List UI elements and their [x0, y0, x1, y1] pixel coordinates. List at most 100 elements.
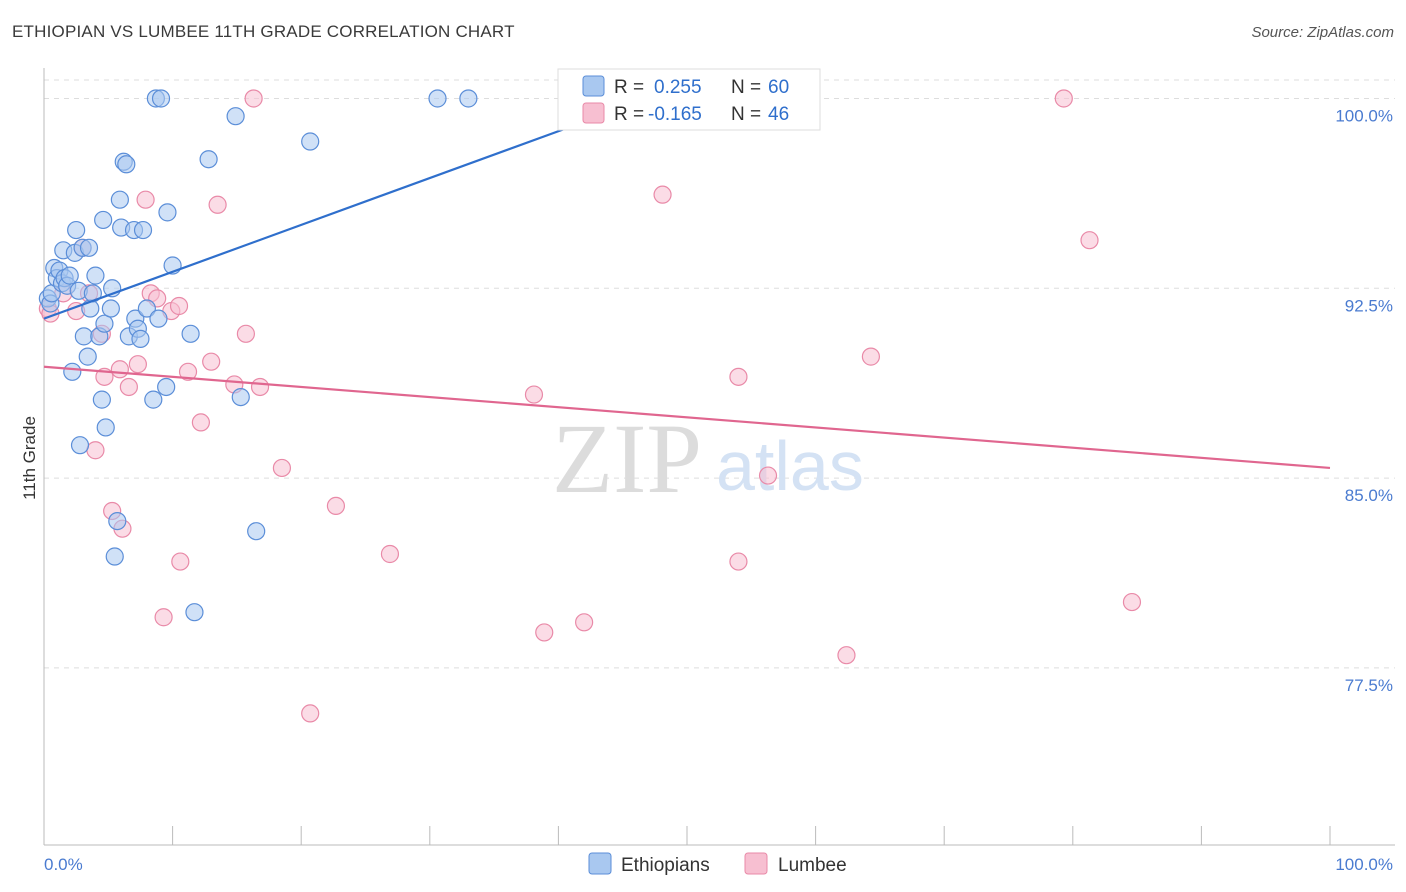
ethiopians-point [185, 603, 204, 622]
ethiopians-trend-line [43, 127, 566, 320]
ethiopians-point [105, 547, 124, 566]
bottom-legend-ethiopians: Ethiopians [621, 855, 710, 876]
lumbee-point [244, 89, 263, 108]
ethiopians-point [95, 314, 114, 333]
bottom-legend-swatch-lumbee [744, 852, 768, 875]
ethiopians-point [70, 436, 90, 455]
ethiopians-point [231, 387, 250, 407]
bottom-legend: Ethiopians Lumbee [588, 852, 847, 876]
ethiopians-point [301, 132, 320, 151]
lumbee-point [653, 185, 672, 204]
lumbee-point [1080, 231, 1099, 250]
lumbee-point [1054, 89, 1073, 108]
lumbee-point [861, 347, 880, 366]
lumbee-point [575, 613, 594, 632]
legend-r-value-ethiopians: 0.255 [654, 77, 702, 98]
axis-layer: 100.0% 92.5% 85.0% 77.5% 0.0% 100.0% [43, 68, 1395, 874]
ethiopians-point [199, 150, 218, 169]
ethiopians-point [63, 362, 82, 381]
watermark-atlas: atlas [716, 427, 864, 505]
grid-layer [44, 79, 1395, 669]
lumbee-point [110, 360, 129, 379]
trend-layer [43, 127, 1331, 470]
lumbee-point [171, 552, 190, 571]
lumbee-point [729, 367, 748, 386]
legend-r-value-lumbee: -0.165 [648, 104, 702, 125]
x-tick-label: 100.0% [1335, 855, 1393, 874]
ethiopians-point [108, 511, 127, 531]
ethiopians-point [151, 89, 171, 108]
y-tick-label: 92.5% [1345, 296, 1393, 315]
legend-n-value-lumbee: 46 [768, 104, 789, 125]
watermark-zip: ZIP [552, 403, 702, 514]
ethiopians-point [110, 190, 129, 209]
lumbee-point [169, 296, 189, 316]
legend: R = 0.255 N = 60 R = -0.165 N = 46 [557, 68, 821, 131]
ethiopians-points [38, 89, 478, 622]
chart-title: ETHIOPIAN VS LUMBEE 11TH GRADE CORRELATI… [12, 22, 515, 41]
lumbee-point [208, 195, 227, 214]
lumbee-point [154, 608, 173, 627]
ethiopians-point [101, 299, 120, 318]
ethiopians-point [157, 377, 176, 397]
y-tick-label: 77.5% [1345, 676, 1393, 695]
ethiopians-point [181, 324, 200, 343]
lumbee-point [729, 552, 748, 571]
lumbee-point [535, 623, 554, 642]
y-axis-title: 11th Grade [20, 416, 39, 500]
watermark: ZIP atlas [552, 403, 864, 514]
x-tick-label: 0.0% [44, 855, 83, 874]
lumbee-point [86, 441, 105, 460]
ethiopians-point [78, 347, 97, 366]
ethiopians-point [117, 155, 136, 174]
ethiopians-point [60, 266, 79, 285]
lumbee-point [236, 324, 256, 343]
ethiopians-point [247, 522, 266, 541]
legend-n-label-lumbee: N = [731, 104, 761, 125]
ethiopians-point [96, 418, 115, 437]
lumbee-point [128, 355, 147, 374]
bottom-legend-lumbee: Lumbee [778, 855, 847, 876]
ethiopians-point [144, 390, 163, 409]
ethiopians-point [67, 220, 86, 240]
ethiopians-point [226, 107, 245, 126]
ethiopians-point [149, 309, 168, 328]
lumbee-point [837, 646, 856, 665]
legend-n-label-ethiopians: N = [731, 77, 761, 98]
ethiopians-point [428, 89, 447, 108]
legend-n-value-ethiopians: 60 [768, 77, 789, 98]
lumbee-point [202, 352, 221, 371]
y-tick-label: 85.0% [1345, 486, 1393, 505]
lumbee-point [380, 544, 400, 564]
lumbee-point [136, 190, 155, 209]
ethiopians-point [86, 266, 105, 285]
legend-r-label-ethiopians: R = [614, 77, 644, 98]
legend-swatch-ethiopians [582, 75, 605, 97]
lumbee-trend-line [43, 365, 1331, 470]
lumbee-point [758, 466, 778, 485]
lumbee-point [301, 704, 320, 723]
bottom-legend-swatch-ethiopians [588, 852, 612, 875]
lumbee-point [524, 385, 544, 404]
lumbee-point [272, 458, 292, 478]
legend-swatch-lumbee [582, 102, 605, 124]
ethiopians-point [158, 203, 177, 222]
ethiopians-point [92, 390, 111, 409]
lumbee-point [1122, 592, 1142, 612]
lumbee-point [326, 496, 346, 516]
ethiopians-point [74, 327, 93, 346]
ethiopians-point [79, 238, 99, 257]
lumbee-point [178, 362, 198, 381]
lumbee-point [250, 377, 270, 397]
legend-r-label-lumbee: R = [614, 104, 644, 125]
ethiopians-point [459, 89, 478, 108]
lumbee-point [119, 377, 138, 397]
ethiopians-point [133, 220, 153, 240]
y-tick-label: 100.0% [1335, 106, 1393, 125]
chart-source: Source: ZipAtlas.com [1251, 24, 1394, 41]
lumbee-point [191, 413, 210, 432]
ethiopians-point [131, 329, 150, 348]
ethiopians-point [137, 299, 156, 318]
ethiopians-point [94, 210, 113, 230]
